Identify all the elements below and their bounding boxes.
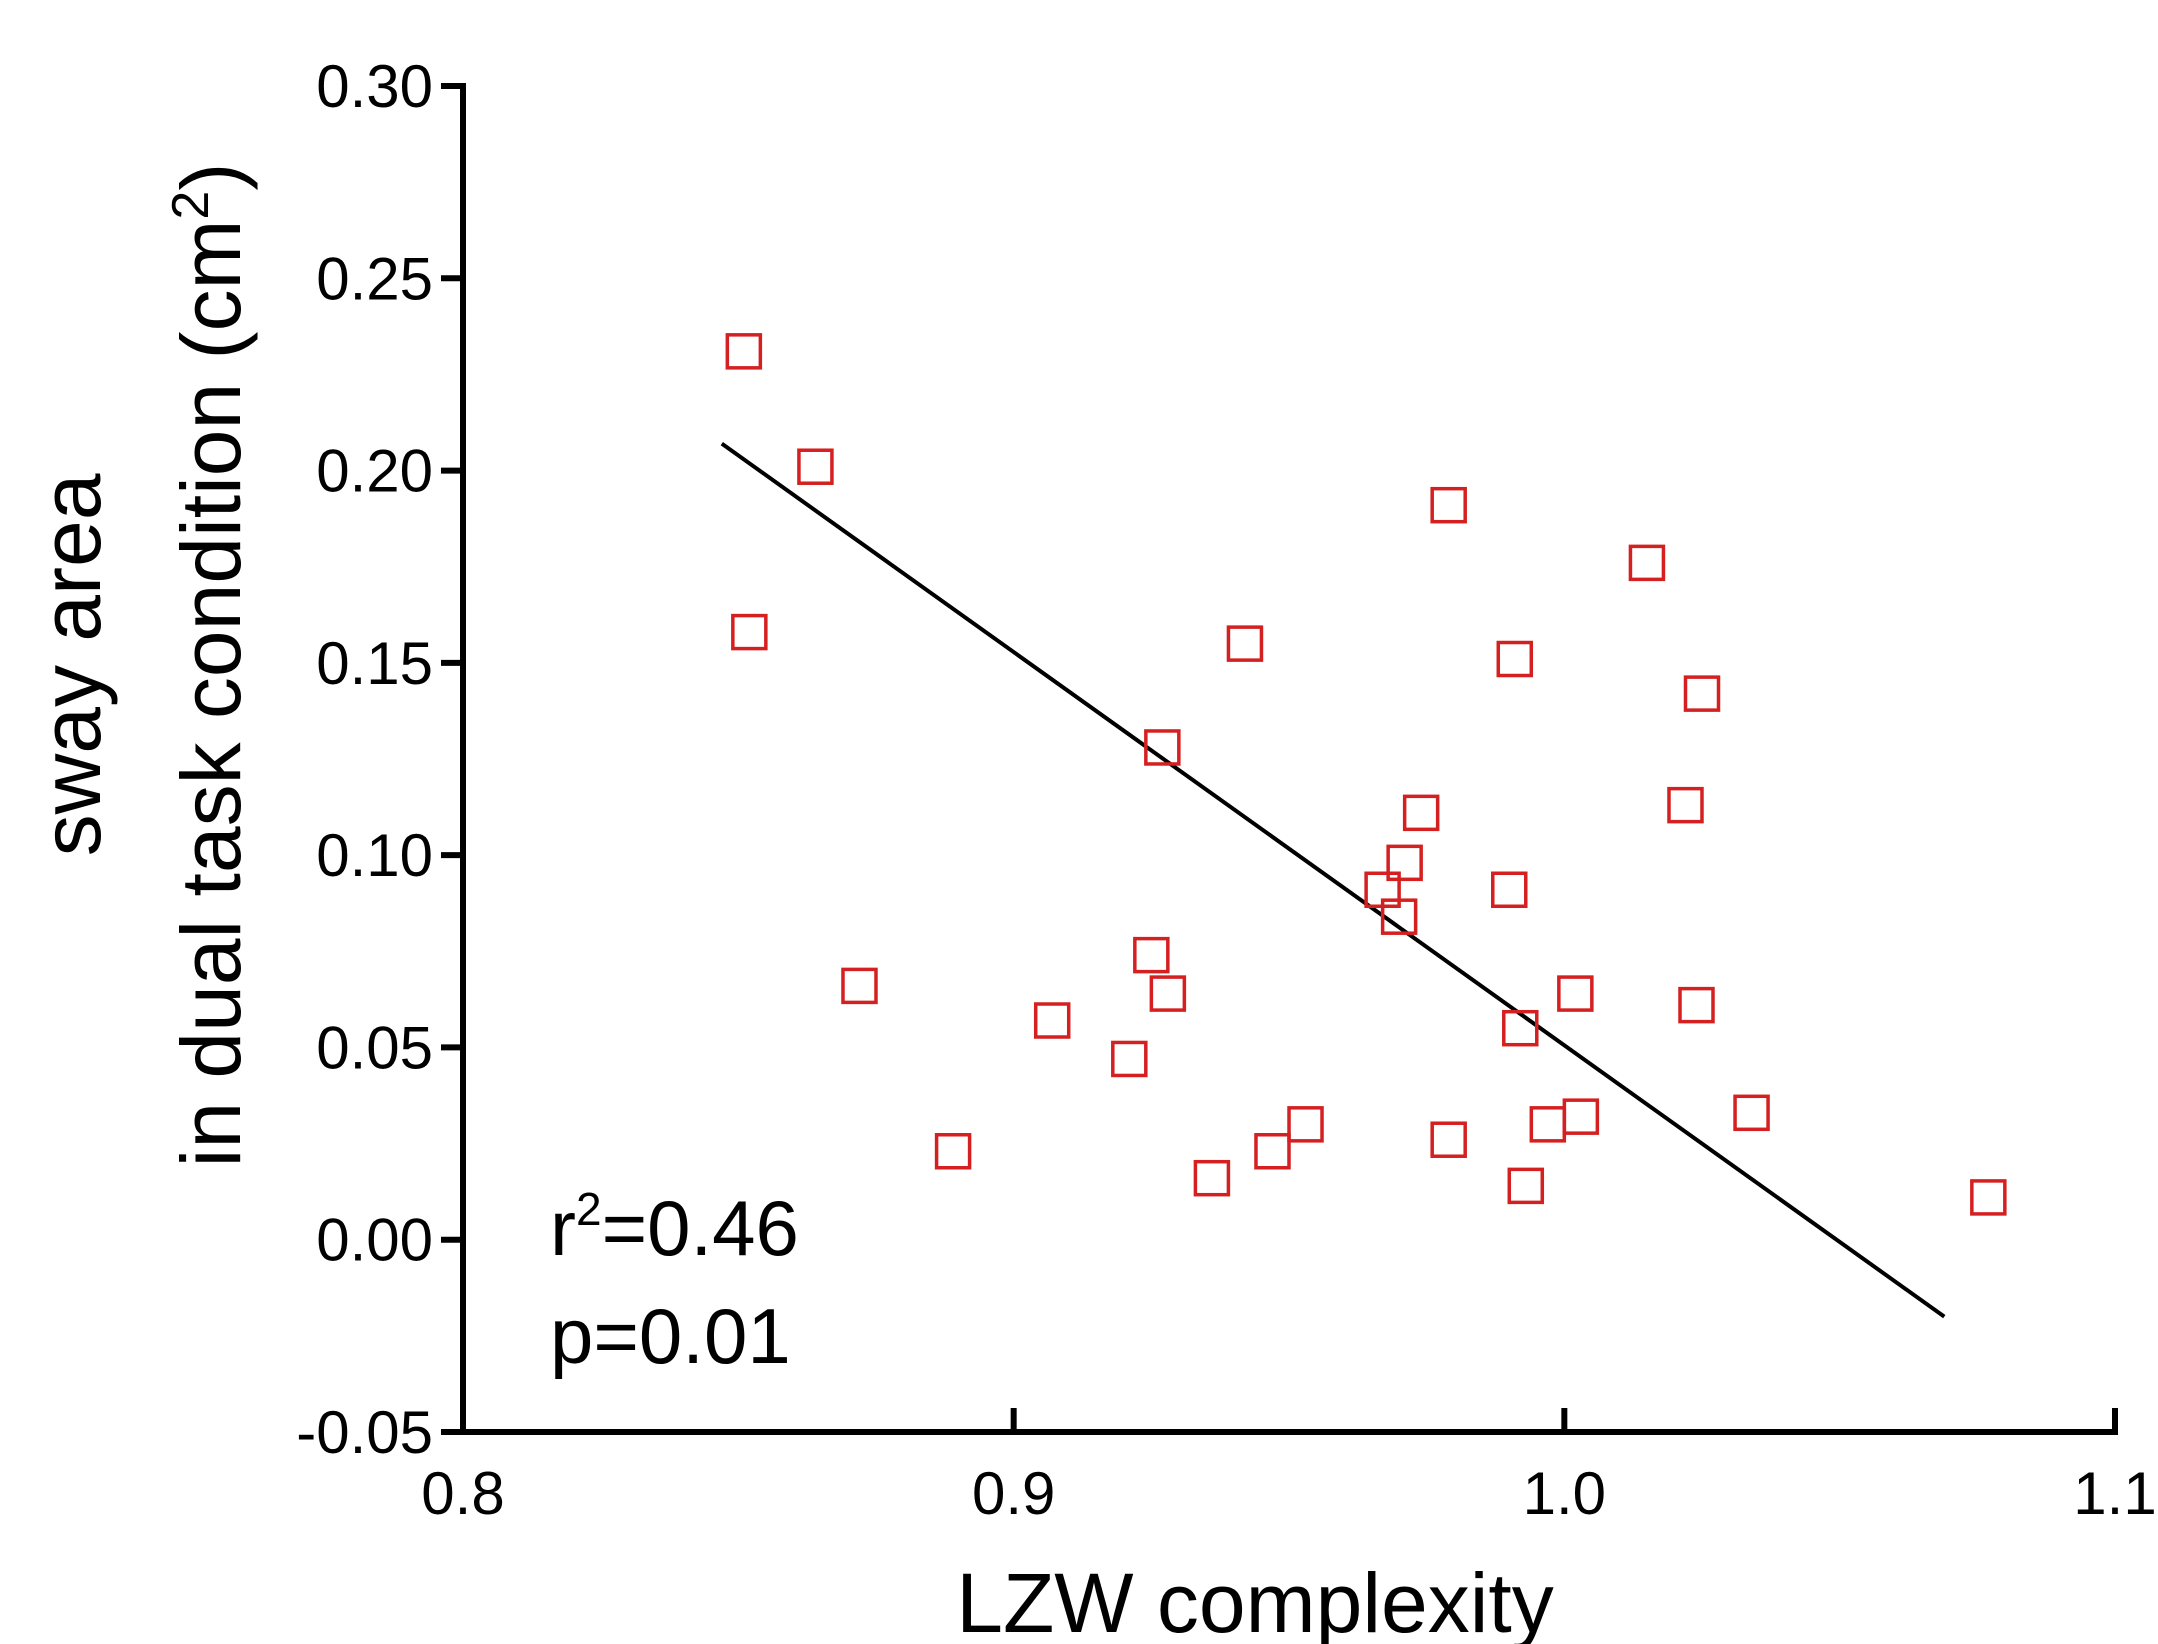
data-point xyxy=(1254,1133,1291,1170)
data-point xyxy=(1033,1002,1071,1039)
y-axis-label-line1: sway area xyxy=(24,473,118,856)
data-point xyxy=(1193,1159,1231,1197)
data-point xyxy=(1380,898,1418,935)
data-point xyxy=(797,448,834,485)
data-point xyxy=(1144,729,1181,766)
p-value-annotation: p=0.01 xyxy=(550,1292,791,1380)
y-tick-label: 0.10 xyxy=(316,822,433,889)
y-tick-label: 0.15 xyxy=(316,630,433,697)
data-point xyxy=(1683,675,1721,712)
x-tick-label: 0.8 xyxy=(421,1460,504,1527)
y-tick-label: 0.20 xyxy=(316,438,433,505)
data-point xyxy=(1386,844,1423,882)
data-point xyxy=(1496,640,1534,678)
data-point xyxy=(1667,786,1704,824)
data-point xyxy=(841,967,878,1005)
data-point xyxy=(1557,975,1594,1012)
data-point xyxy=(725,333,763,370)
data-point xyxy=(1149,975,1187,1012)
y-tick-label: 0.30 xyxy=(316,53,433,120)
data-point xyxy=(1628,544,1666,582)
x-axis-label: LZW complexity xyxy=(956,1556,1553,1644)
data-point xyxy=(1562,1098,1600,1135)
y-tick-label: -0.05 xyxy=(296,1399,433,1466)
data-point xyxy=(1529,1106,1567,1143)
y-tick-label: 0.25 xyxy=(316,245,433,312)
x-tick-label: 0.9 xyxy=(972,1460,1055,1527)
data-point xyxy=(1430,1121,1467,1158)
data-point xyxy=(934,1133,972,1170)
data-point xyxy=(1491,871,1528,909)
y-axis-label-line2: in dual task condition (cm2) xyxy=(162,163,258,1168)
data-point xyxy=(1111,1040,1148,1078)
data-point xyxy=(1970,1179,2007,1216)
data-point xyxy=(1678,986,1715,1024)
data-point xyxy=(1733,1094,1770,1132)
plot-area: -0.05 0.00 0.05 0.10 0.15 0.20 0.25 0.30 0.8 0.9 1… xyxy=(296,53,2156,1527)
y-tick-label: 0.00 xyxy=(316,1207,433,1274)
data-point xyxy=(1507,1167,1545,1205)
x-tick-label: 1.1 xyxy=(2073,1460,2156,1527)
data-point xyxy=(1133,936,1170,974)
data-point xyxy=(1430,486,1467,524)
data-point xyxy=(1402,794,1440,832)
data-point xyxy=(1502,1009,1539,1047)
y-axis-label-superscript: 2 xyxy=(162,191,220,220)
data-point xyxy=(731,613,768,651)
r-squared-annotation: r2=0.46 xyxy=(550,1183,799,1272)
y-tick-label: 0.05 xyxy=(316,1014,433,1081)
r-squared-superscript: 2 xyxy=(576,1183,602,1235)
x-tick-label: 1.0 xyxy=(1523,1460,1606,1527)
data-point xyxy=(1226,625,1264,662)
regression-line xyxy=(720,442,1946,1319)
data-point xyxy=(1287,1106,1324,1143)
